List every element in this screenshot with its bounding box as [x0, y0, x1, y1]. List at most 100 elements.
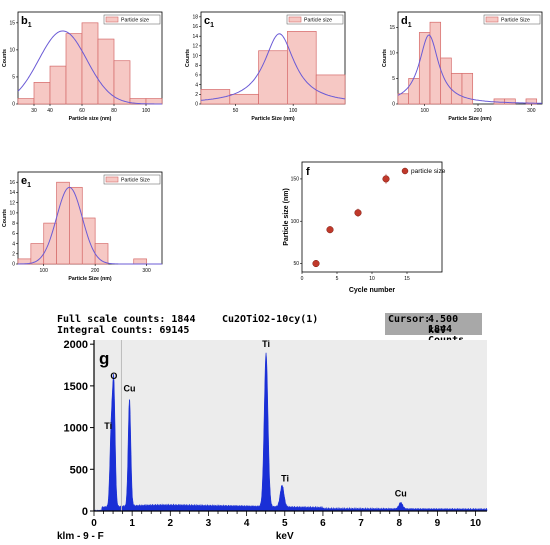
peak-label: Ti [281, 473, 289, 483]
y-tick-label: 4 [12, 241, 15, 247]
data-point [354, 209, 362, 217]
legend-box [286, 14, 344, 25]
data-point [382, 175, 390, 183]
spectrum-trace [93, 352, 488, 512]
y-tick-label: 14 [192, 34, 198, 40]
histogram-bar [56, 181, 70, 265]
legend-swatch [105, 16, 119, 23]
y-tick-label: 8 [195, 63, 198, 69]
histogram-bar [287, 31, 317, 105]
histogram-bar [408, 78, 420, 105]
y-tick-label: 10 [9, 211, 15, 217]
histogram-e1: 100 200 300 0 2 4 6 8 10 12 14 16 Particle Size (nm)… [2, 171, 163, 282]
peak-label: Cu [395, 489, 407, 499]
x-tick-label: 50 [233, 108, 239, 114]
x-tick-label: 80 [111, 108, 117, 114]
histogram-bar [461, 72, 474, 105]
histogram-bar [33, 82, 51, 105]
peak-label: Ti [104, 421, 112, 431]
legend-label: Particle size [121, 18, 149, 24]
legend-box [103, 14, 161, 25]
panel-label: f [306, 166, 310, 178]
y-axis-label: Counts [185, 49, 191, 67]
y-tick-label: 150 [291, 177, 300, 183]
y-tick-label: 4 [195, 82, 198, 88]
y-tick-label: 2 [12, 251, 15, 257]
fit-curve [200, 33, 346, 101]
histogram-bar [229, 93, 259, 105]
x-tick-label: 0 [91, 518, 97, 529]
x-tick-label: 15 [404, 276, 410, 282]
x-tick-label: 4 [244, 518, 250, 529]
x-tick-label: 30 [31, 108, 37, 114]
y-axis-label: Particle size (nm) [283, 188, 290, 246]
panel-label: g [99, 349, 109, 368]
histogram-bar [65, 33, 83, 105]
y-tick-label: 6 [195, 73, 198, 79]
fit-curve [17, 30, 162, 105]
x-axis-label: Cycle number [349, 287, 396, 294]
x-tick-label: 5 [336, 276, 339, 282]
x-tick-label: 100 [420, 108, 429, 114]
histogram-bar [145, 98, 163, 105]
peak-label: Cu [123, 383, 135, 393]
y-tick-label: 6 [12, 231, 15, 237]
panel-label: d1 [401, 15, 412, 29]
legend-box [103, 174, 161, 185]
x-tick-label: 200 [91, 268, 100, 274]
x-tick-label: 300 [142, 268, 151, 274]
x-tick-label: 9 [435, 518, 441, 529]
legend-label: Particle Size [501, 18, 530, 24]
x-tick-label: 1 [129, 518, 135, 529]
x-tick-label: 10 [369, 276, 375, 282]
x-tick-label: 100 [40, 268, 49, 274]
y-tick-label: 10 [389, 51, 395, 57]
full-scale-counts: Full scale counts: 1844 [57, 314, 196, 325]
plot-area [94, 340, 487, 511]
histogram-c1: 50 100 0 2 4 6 8 10 12 14 16 18 Particle Size (nm) Co… [185, 11, 346, 122]
x-tick-label: 300 [527, 108, 536, 114]
y-tick-label: 0 [12, 102, 15, 108]
x-tick-label: 3 [206, 518, 212, 529]
y-tick-label: 12 [9, 200, 15, 206]
legend-swatch [105, 176, 119, 183]
y-tick-label: 10 [9, 48, 15, 54]
y-tick-label: 0 [195, 102, 198, 108]
peak-label: Ti [262, 339, 270, 349]
histogram-bar [81, 22, 99, 105]
y-tick-label: 0 [82, 506, 88, 518]
data-point [312, 259, 320, 268]
y-tick-label: 50 [293, 261, 299, 267]
histogram-bar [315, 74, 346, 105]
histogram-b1: 30 40 60 80 100 0 5 10 15 Particle size (nm) Count… [2, 11, 163, 122]
histogram-bar [49, 65, 67, 105]
y-tick-label: 8 [12, 221, 15, 227]
x-tick-label: 100 [142, 108, 151, 114]
y-tick-label: 100 [291, 219, 300, 225]
x-axis-label: Particle size (nm) [69, 116, 112, 122]
x-axis-label: keV [276, 531, 294, 542]
legend-swatch [288, 16, 302, 23]
x-tick-label: 100 [289, 108, 298, 114]
x-tick-label: 2 [168, 518, 174, 529]
x-tick-label: 5 [282, 518, 288, 529]
y-tick-label: 15 [9, 21, 15, 27]
y-tick-label: 500 [70, 464, 88, 476]
legend-swatch [485, 16, 499, 23]
panel-label: b1 [21, 15, 32, 29]
legend-box [483, 14, 541, 25]
histogram-bar [43, 222, 57, 265]
histogram-bar [133, 258, 147, 265]
y-tick-label: 5 [12, 75, 15, 81]
legend-label: Particle size [304, 18, 332, 24]
y-tick-label: 1000 [64, 423, 88, 435]
legend-label: particle size [411, 168, 446, 175]
y-tick-label: 2000 [64, 339, 88, 351]
x-tick-label: 0 [301, 276, 304, 282]
histogram-bar [450, 72, 463, 105]
legend-marker [401, 167, 409, 175]
cursor-label: Cursor: [388, 314, 431, 325]
x-tick-label: 40 [47, 108, 53, 114]
y-axis-label: Counts [2, 209, 8, 227]
scatter-f: 0 5 10 15 50 100 150 Cycle number Particle size … [283, 161, 446, 294]
